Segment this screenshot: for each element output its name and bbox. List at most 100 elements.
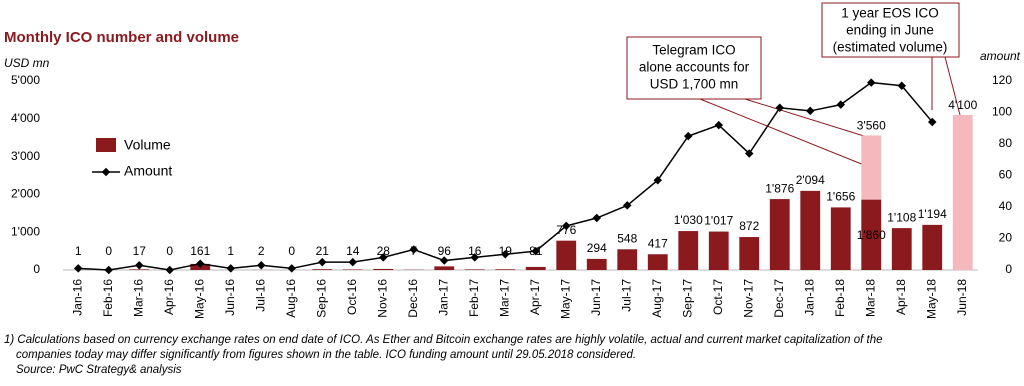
data-label: 1'017 — [704, 214, 733, 228]
data-label: 2 — [258, 244, 265, 258]
x-tick-label: May-16 — [192, 279, 206, 319]
bar — [556, 240, 577, 270]
annotation: Telegram ICO — [652, 43, 735, 58]
x-tick-label: Feb-18 — [833, 279, 847, 317]
line-marker — [470, 253, 479, 262]
bar — [129, 269, 150, 270]
bar — [800, 190, 821, 270]
data-label: 1'194 — [918, 207, 947, 221]
bar — [861, 199, 882, 270]
x-tick-label: May-17 — [558, 279, 572, 319]
y-tick-label: 2'000 — [11, 187, 40, 201]
x-tick-label: Sep-17 — [680, 279, 694, 318]
y2-tick-label: 120 — [992, 73, 1012, 87]
data-label: 0 — [288, 244, 295, 258]
data-label: 17 — [133, 244, 147, 258]
data-label: 1'656 — [826, 190, 855, 204]
footnote: companies today may differ significantly… — [16, 349, 636, 361]
line-marker — [135, 261, 144, 270]
y2-tick-label: 20 — [999, 231, 1013, 245]
legend-label: Amount — [124, 163, 172, 179]
x-tick-label: Mar-18 — [863, 279, 877, 317]
bar — [891, 228, 912, 270]
data-label: 548 — [617, 231, 637, 245]
line-marker — [74, 264, 83, 273]
line-marker — [196, 259, 205, 268]
data-label: 14 — [346, 244, 360, 258]
data-label: 1'860 — [857, 228, 886, 242]
bar — [617, 249, 638, 270]
bar — [586, 258, 607, 270]
data-label: 16 — [468, 244, 482, 258]
data-label: 294 — [587, 241, 607, 255]
legend-marker — [101, 167, 111, 177]
annotation: alone accounts for — [639, 60, 750, 75]
y2-tick-label: 100 — [992, 105, 1012, 119]
x-tick-label: Dec-16 — [406, 279, 420, 318]
callout-box — [626, 36, 762, 100]
line-marker — [379, 253, 388, 262]
x-tick-label: Feb-16 — [101, 279, 115, 317]
line-marker — [440, 256, 449, 265]
data-label: 1'030 — [674, 213, 703, 227]
footnote: 1) Calculations based on currency exchan… — [4, 334, 883, 346]
annotation: 1 year EOS ICO — [841, 6, 939, 21]
x-tick-label: Jan-16 — [70, 279, 84, 316]
callout-pointer — [744, 98, 865, 137]
x-tick-label: Jan-18 — [802, 279, 816, 316]
x-tick-label: Oct-16 — [345, 279, 359, 315]
x-tick-label: Nov-17 — [741, 279, 755, 318]
callout-pointer — [699, 98, 865, 166]
data-label: 417 — [648, 236, 668, 250]
y2-tick-label: 0 — [1005, 262, 1012, 276]
x-tick-label: Apr-17 — [528, 279, 542, 315]
y-tick-label: 5'000 — [11, 73, 40, 87]
legend-swatch — [96, 138, 116, 152]
bar — [464, 269, 485, 270]
data-label: 2'094 — [796, 173, 825, 187]
callout-pointer — [944, 56, 961, 116]
highlight-bar — [952, 115, 973, 271]
x-tick-label: Jul-16 — [253, 279, 267, 312]
bar — [434, 266, 455, 270]
x-tick-label: Aug-17 — [650, 279, 664, 318]
bar — [647, 254, 668, 270]
line-marker — [287, 264, 296, 273]
data-label: 872 — [739, 219, 759, 233]
data-label: 4'100 — [948, 98, 977, 112]
x-tick-label: Mar-17 — [497, 279, 511, 317]
data-label: 0 — [105, 244, 112, 258]
line-marker — [104, 265, 113, 275]
data-label: 161 — [190, 244, 210, 258]
data-label: 0 — [166, 244, 173, 258]
line-marker — [409, 245, 418, 254]
line-marker — [806, 106, 815, 116]
y-tick-label: 4'000 — [11, 111, 40, 125]
y2-axis-label: amount — [980, 49, 1021, 63]
y-tick-label: 3'000 — [11, 149, 40, 163]
bar — [922, 224, 943, 270]
data-label: 1'876 — [765, 181, 794, 195]
callout-box — [821, 2, 960, 58]
chart-title: Monthly ICO number and volume — [4, 29, 239, 46]
x-tick-label: May-18 — [924, 279, 938, 319]
x-tick-label: Jan-17 — [436, 279, 450, 316]
line-marker — [318, 257, 327, 267]
legend-label: Volume — [124, 137, 171, 153]
data-label: 3'560 — [857, 119, 886, 133]
data-label: 21 — [316, 244, 330, 258]
bar — [312, 269, 333, 270]
bar — [678, 231, 699, 270]
data-label: 28 — [377, 244, 391, 258]
x-tick-label: Aug-16 — [284, 279, 298, 318]
x-tick-label: Nov-16 — [375, 279, 389, 318]
bar — [495, 269, 516, 270]
bar — [373, 268, 394, 270]
x-tick-label: Mar-16 — [131, 279, 145, 317]
x-tick-label: Oct-17 — [711, 279, 725, 315]
bar — [830, 207, 851, 270]
data-label: 1'108 — [887, 210, 916, 224]
y2-tick-label: 80 — [999, 136, 1013, 150]
x-tick-label: Jun-16 — [223, 279, 237, 316]
bar — [525, 266, 546, 270]
